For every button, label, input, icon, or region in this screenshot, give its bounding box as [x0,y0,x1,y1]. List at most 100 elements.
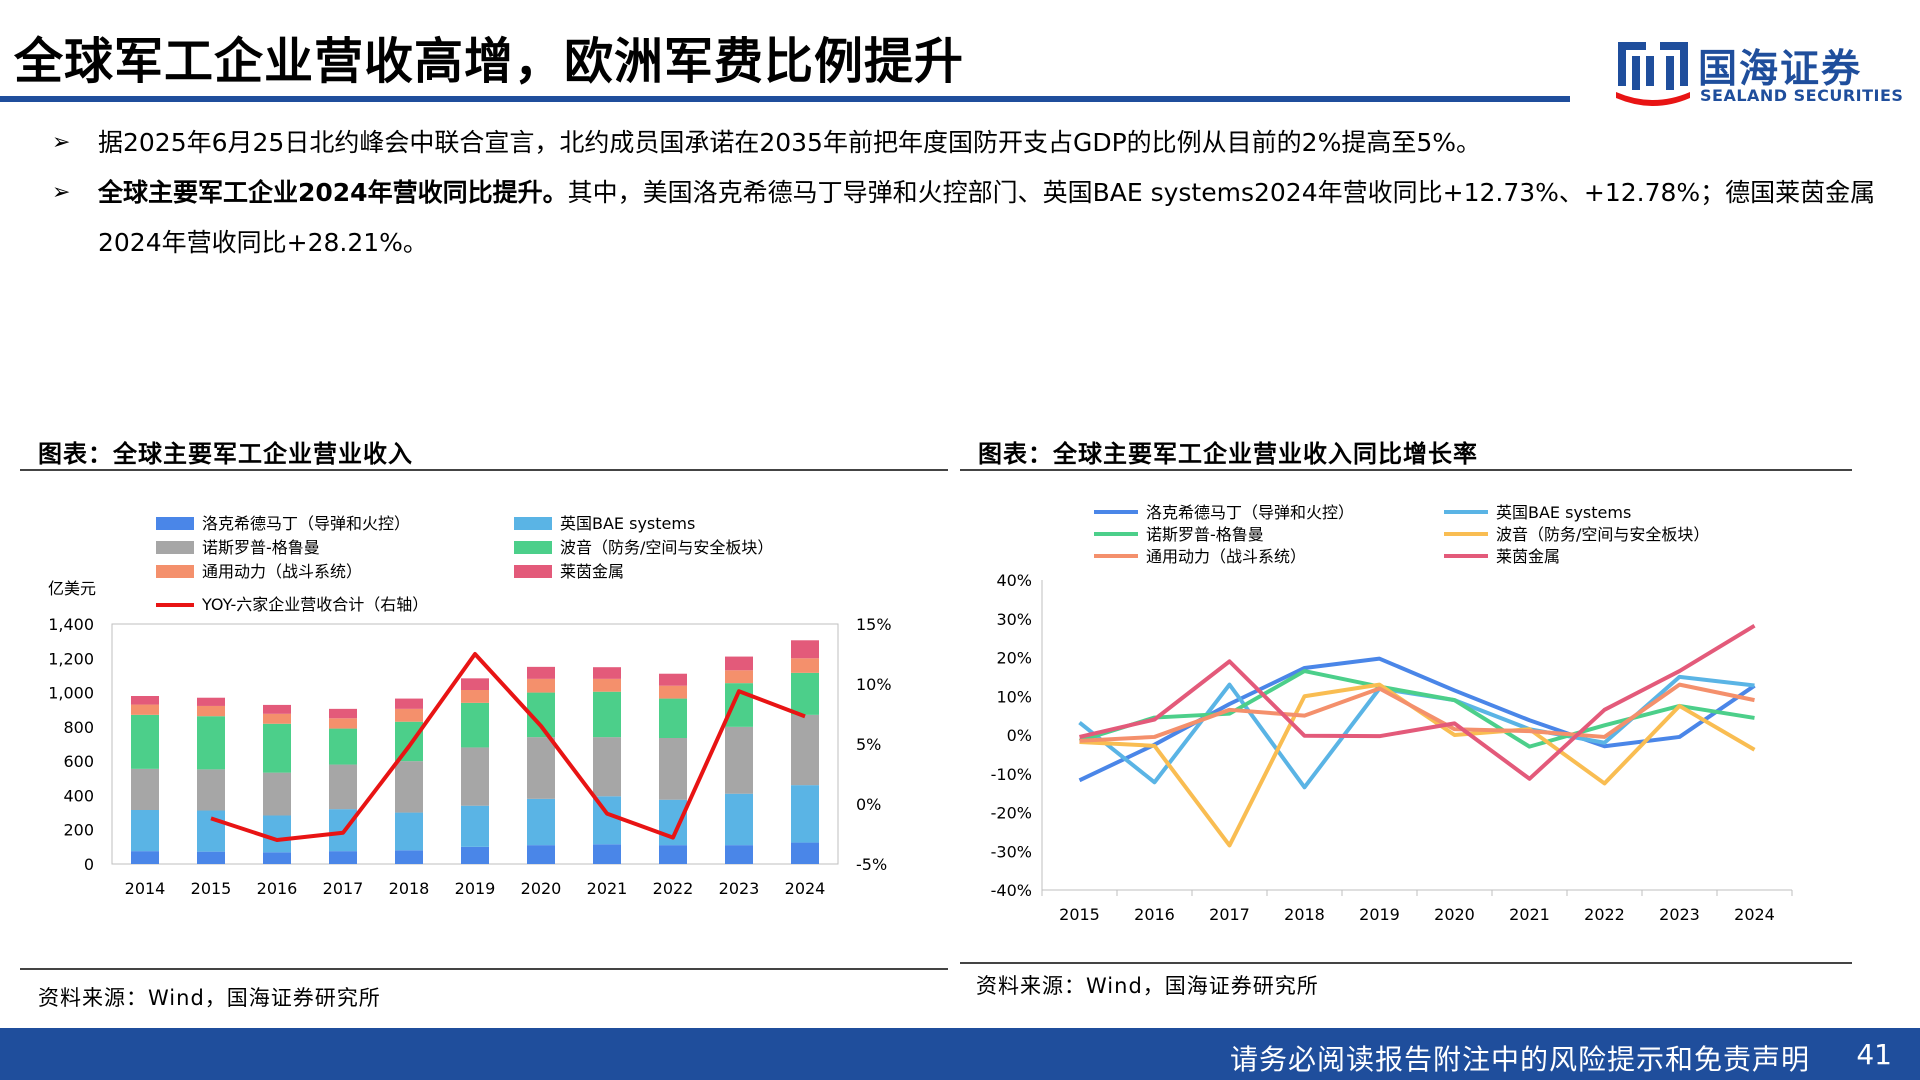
bullet-text: 据2025年6月25日北约峰会中联合宣言，北约成员国承诺在2035年前把年度国防… [98,128,1481,157]
bar-segment [659,738,687,800]
bar-segment [395,721,423,762]
bar-segment [395,812,423,851]
bar-segment [263,723,291,773]
logo-chinese-text: 国海证券 [1698,47,1863,92]
x-tick-label: 2021 [1509,905,1550,924]
y-tick-label: 0% [1007,726,1032,745]
bar-segment [593,667,621,679]
legend-label: 英国BAE systems [560,514,695,533]
title-underline [0,96,1570,102]
bar-segment [791,672,819,715]
bar-segment [263,772,291,816]
y-tick-label: -40% [991,881,1032,900]
series-line [1078,669,1755,749]
arrow-bullet-icon: ➢ [52,130,71,155]
x-tick-label: 2019 [455,879,496,898]
x-tick-label: 2016 [257,879,298,898]
x-tick-label: 2019 [1359,905,1400,924]
bar-segment [659,845,687,864]
right-chart-title: 图表：全球主要军工企业营业收入同比增长率 [978,440,1478,468]
bar-segment [197,810,225,852]
legend-label: 莱茵金属 [1496,547,1560,566]
y2-tick-label: 0% [856,795,881,814]
x-tick-label: 2020 [521,879,562,898]
bar-segment [659,698,687,738]
bar-segment [659,673,687,686]
legend-swatch [156,565,194,578]
bullet-item: ➢ 据2025年6月25日北约峰会中联合宣言，北约成员国承诺在2035年前把年度… [52,118,1892,168]
bar-segment [527,798,555,846]
legend-swatch [514,517,552,530]
legend-label: 诺斯罗普-格鲁曼 [202,538,320,557]
bar-segment [197,716,225,770]
x-tick-label: 2016 [1134,905,1175,924]
bar-segment [725,656,753,671]
y-tick-label: -30% [991,842,1032,861]
bar-segment [725,670,753,684]
legend-swatch [514,565,552,578]
legend-label: YOY-六家企业营收合计（右轴） [201,595,428,614]
x-tick-label: 2017 [1209,905,1250,924]
y-axis-label: 亿美元 [48,579,96,598]
left-chart-top-rule [20,469,948,471]
x-tick-label: 2017 [323,879,364,898]
y-tick-label: 800 [63,718,94,737]
footer-disclaimer: 请务必阅读报告附注中的风险提示和免责声明 [1229,1043,1810,1076]
legend-swatch [156,517,194,530]
legend-label: 通用动力（战斗系统） [202,562,362,581]
x-tick-label: 2024 [1734,905,1775,924]
bar-segment [527,737,555,799]
bar-segment [593,691,621,738]
bar-segment [791,714,819,786]
bar-segment [395,708,423,722]
x-tick-label: 2020 [1434,905,1475,924]
bar-segment [263,713,291,724]
legend-label: 莱茵金属 [560,562,624,581]
x-tick-label: 2015 [1059,905,1100,924]
y-tick-label: 40% [996,571,1032,590]
bar-segment [791,658,819,673]
bullet-bold-text: 全球主要军工企业2024年营收同比提升。 [98,178,568,207]
bullet-item: ➢ 全球主要军工企业2024年营收同比提升。其中，美国洛克希德马丁导弹和火控部门… [52,168,1892,268]
series-line [1079,682,1755,743]
bar-segment [791,842,819,864]
legend-label: 英国BAE systems [1496,503,1631,522]
page-number: 41 [1856,1038,1892,1071]
bar-segment [725,845,753,864]
bullet-list: ➢ 据2025年6月25日北约峰会中联合宣言，北约成员国承诺在2035年前把年度… [52,118,1892,268]
y-tick-label: 30% [996,610,1032,629]
y2-tick-label: 5% [856,735,881,754]
y-tick-label: 1,000 [48,684,94,703]
right-chart-source: 资料来源：Wind，国海证券研究所 [976,974,1319,998]
x-tick-label: 2022 [653,879,694,898]
legend-label: 波音（防务/空间与安全板块） [1496,525,1709,544]
yoy-line [210,652,806,842]
bar-segment [461,678,489,690]
bar-segment [395,761,423,813]
bar-segment [197,769,225,811]
y2-tick-label: 15% [856,615,892,634]
right-chart-bottom-rule [960,962,1852,964]
bar-segment [791,640,819,659]
bar-segment [725,793,753,846]
revenue-stacked-bar-chart: 洛克希德马丁（导弹和火控） 英国BAE systems 诺斯罗普-格鲁曼 波音（防务/… [48,514,892,898]
bar-segment [461,747,489,806]
bar-segment [461,690,489,703]
x-tick-label: 2015 [191,879,232,898]
y2-tick-label: -5% [856,855,887,874]
x-tick-label: 2021 [587,879,628,898]
bar-segment [197,705,225,717]
y2-tick-label: 10% [856,675,892,694]
bar-segment [593,678,621,692]
series-line [1078,656,1756,783]
series-line [1079,623,1756,781]
left-chart-bottom-rule [20,968,948,970]
bar-segment [659,685,687,699]
x-tick-label: 2018 [389,879,430,898]
bar-segment [263,852,291,864]
bar-segment [131,696,159,705]
bar-segment [593,844,621,864]
y-tick-label: 200 [63,821,94,840]
logo-english-text: SEALAND SECURITIES [1700,86,1904,105]
bar-segment [329,708,357,719]
